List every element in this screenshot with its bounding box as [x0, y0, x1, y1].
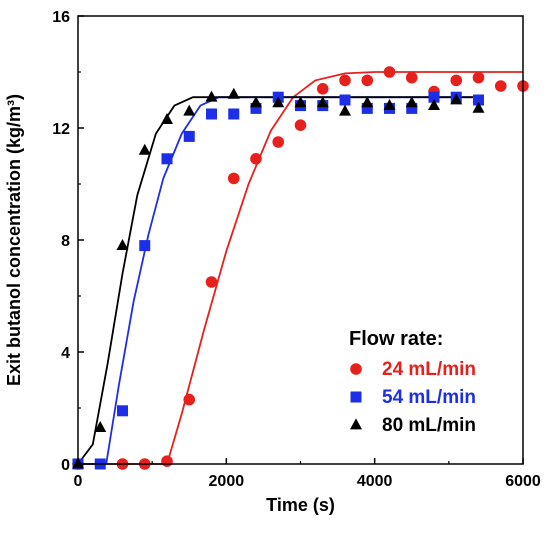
x-axis-ticks: 0 2000 4000 6000: [74, 458, 541, 490]
legend-marker-3: [350, 418, 362, 430]
series-1-point-16: [450, 74, 463, 87]
x-tick-label-2: 4000: [357, 473, 393, 490]
series-1-point-8: [272, 136, 285, 148]
series-2-point-8: [250, 102, 262, 114]
series-1-point-17: [472, 71, 485, 84]
series-1-point-6: [227, 172, 240, 185]
y-tick-label-1: 4: [61, 345, 70, 362]
fit-curve-2: [78, 96, 479, 465]
series-3-point-13: [361, 96, 374, 108]
legend-label-3: 80 mL/min: [382, 415, 476, 436]
series-3-point-4: [161, 113, 173, 124]
series-2-point-2: [117, 405, 128, 417]
x-axis-title: Time (s): [266, 495, 335, 515]
series-3-point-3: [138, 143, 151, 155]
data-points: [72, 66, 529, 470]
series-1-point-12: [361, 74, 374, 87]
series-1-point-10: [316, 83, 329, 95]
series-3-point-14: [383, 99, 396, 110]
y-tick-label-4: 16: [52, 9, 70, 26]
series-2-point-18: [473, 94, 484, 106]
series-1-point-14: [405, 71, 418, 84]
series-2-point-5: [183, 130, 195, 142]
y-axis-title: Exit butanol concentration (kg/m³): [4, 94, 24, 386]
series-3-point-17: [450, 93, 463, 105]
series-3-point-18: [472, 101, 485, 113]
legend-label-2: 54 mL/min: [382, 387, 476, 408]
series-3-point-15: [405, 96, 418, 108]
series-3-point-7: [227, 87, 240, 99]
series-2-point-3: [139, 240, 151, 252]
series-1-point-4: [183, 393, 196, 406]
series-3-point-6: [205, 90, 218, 102]
series-2-point-7: [228, 108, 240, 120]
legend: Flow rate: 24 mL/min 54 mL/min 80 mL/min: [349, 328, 476, 436]
series-3-point-12: [339, 104, 351, 116]
series-3-point-11: [316, 96, 329, 108]
y-tick-label-0: 0: [61, 457, 70, 474]
series-3-point-9: [272, 96, 285, 108]
series-3-point-1: [94, 421, 107, 432]
series-3-point-8: [250, 96, 262, 108]
legend-title: Flow rate:: [349, 328, 443, 350]
series-3-point-2: [116, 239, 129, 250]
y-tick-label-2: 8: [61, 233, 70, 250]
series-2-point-16: [428, 91, 440, 103]
y-axis-ticks: 0 4 8 12 16: [52, 9, 84, 474]
series-3-point-5: [183, 104, 196, 116]
series-2-point-15: [406, 102, 418, 114]
legend-marker-1: [350, 363, 362, 375]
series-1-point-11: [339, 74, 351, 87]
series-2-point-12: [339, 94, 351, 106]
series-1-point-9: [294, 119, 307, 131]
legend-label-1: 24 mL/min: [382, 359, 476, 380]
series-1-point-13: [383, 66, 396, 78]
series-2-point-13: [361, 102, 373, 114]
series-1-point-18: [494, 80, 507, 92]
series-1-point-7: [250, 153, 262, 165]
x-tick-label-1: 2000: [209, 473, 245, 490]
series-1-point-3: [161, 455, 173, 468]
y-tick-label-3: 12: [52, 121, 70, 138]
legend-marker-2: [350, 391, 362, 403]
series-3-point-10: [294, 96, 307, 108]
x-tick-label-0: 0: [74, 473, 83, 490]
fit-curve-3: [77, 96, 479, 465]
series-1-point-5: [205, 276, 218, 288]
series-3-point-16: [428, 99, 440, 110]
series-2-point-4: [161, 153, 173, 165]
x-tick-label-3: 6000: [505, 473, 541, 490]
series-2-point-6: [206, 108, 217, 120]
